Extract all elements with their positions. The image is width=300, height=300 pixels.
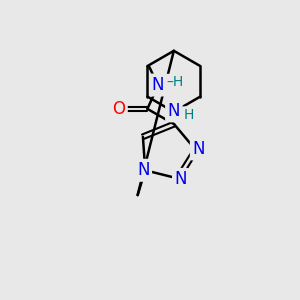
Text: –H: –H <box>167 75 184 89</box>
Text: N: N <box>192 140 205 158</box>
Text: H: H <box>183 108 194 122</box>
Text: N: N <box>137 161 150 179</box>
Text: N: N <box>175 170 187 188</box>
Text: N: N <box>168 102 180 120</box>
Text: O: O <box>112 100 125 118</box>
Text: N: N <box>152 76 164 94</box>
